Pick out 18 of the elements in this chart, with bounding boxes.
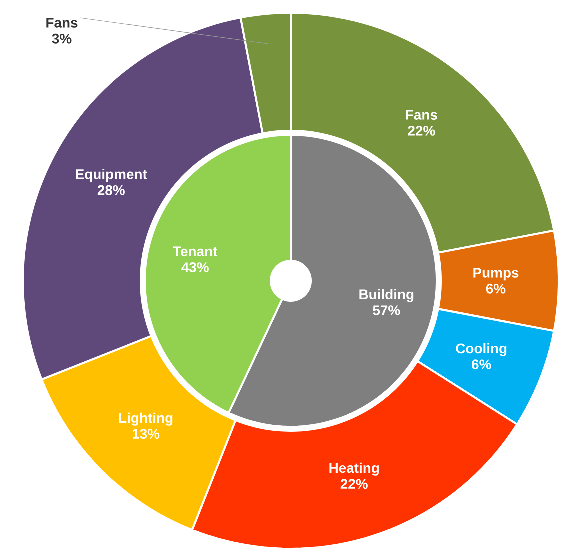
slice-label: Tenant xyxy=(173,246,218,256)
data-label: 22% xyxy=(340,479,368,490)
slice-label: Pumps xyxy=(474,268,519,281)
slice-label: Fans xyxy=(46,18,78,28)
data-label: 43% xyxy=(182,262,209,272)
data-label: 13% xyxy=(132,429,160,440)
slice-label: Lighting xyxy=(119,412,173,426)
slice-label: Cooling xyxy=(456,343,507,356)
data-label: 6% xyxy=(472,360,492,370)
slice-label: Equipment xyxy=(76,169,148,182)
data-label: 28% xyxy=(98,185,125,196)
data-label: 3% xyxy=(52,34,72,44)
slice-label: Building xyxy=(360,289,414,302)
data-label: 57% xyxy=(373,306,400,316)
slice-label: Fans xyxy=(406,110,438,120)
slice-label: Heating xyxy=(330,462,379,476)
data-label: 22% xyxy=(408,126,436,136)
data-label: 6% xyxy=(486,284,506,294)
